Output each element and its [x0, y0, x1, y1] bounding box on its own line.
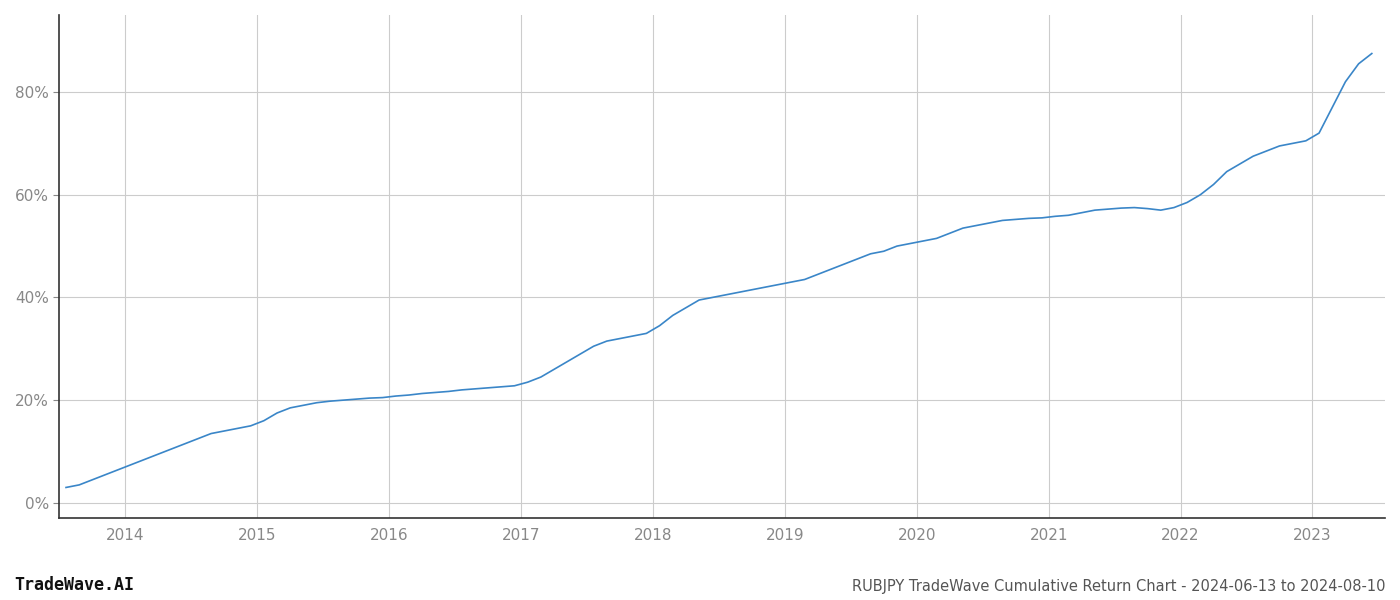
Text: RUBJPY TradeWave Cumulative Return Chart - 2024-06-13 to 2024-08-10: RUBJPY TradeWave Cumulative Return Chart…	[853, 579, 1386, 594]
Text: TradeWave.AI: TradeWave.AI	[14, 576, 134, 594]
